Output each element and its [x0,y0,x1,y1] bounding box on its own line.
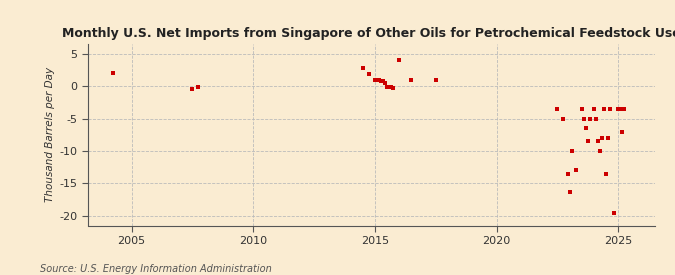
Point [578,116,589,121]
Y-axis label: Thousand Barrels per Day: Thousand Barrels per Day [45,67,55,202]
Point [599,107,610,111]
Point [603,136,614,140]
Point [615,107,626,111]
Point [387,86,398,90]
Title: Monthly U.S. Net Imports from Singapore of Other Oils for Petrochemical Feedstoc: Monthly U.S. Net Imports from Singapore … [62,27,675,40]
Point [597,136,608,140]
Point [593,139,603,144]
Point [558,116,569,121]
Point [580,126,591,130]
Point [619,107,630,111]
Point [380,81,391,85]
Point [589,107,599,111]
Point [193,85,204,90]
Point [394,58,404,62]
Point [431,78,441,82]
Point [108,71,119,75]
Point [601,171,612,176]
Point [566,149,577,153]
Point [363,72,374,77]
Point [605,107,616,111]
Point [381,85,392,90]
Point [576,107,587,111]
Point [386,85,397,90]
Point [562,171,573,176]
Point [583,139,593,144]
Point [377,79,388,83]
Point [357,66,368,70]
Point [406,78,416,82]
Point [383,85,394,90]
Point [564,189,575,194]
Point [591,116,601,121]
Point [371,78,382,82]
Point [374,78,385,82]
Point [375,79,386,83]
Point [613,107,624,111]
Point [617,129,628,134]
Point [609,210,620,215]
Text: Source: U.S. Energy Information Administration: Source: U.S. Energy Information Administ… [40,264,272,274]
Point [570,168,581,173]
Point [187,87,198,92]
Point [369,78,380,82]
Point [552,107,563,111]
Point [585,116,595,121]
Point [595,149,605,153]
